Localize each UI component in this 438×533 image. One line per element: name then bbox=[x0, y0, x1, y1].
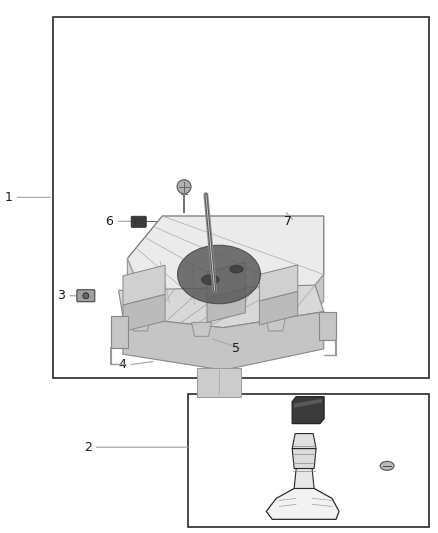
Polygon shape bbox=[292, 433, 316, 449]
Text: 4: 4 bbox=[119, 358, 127, 372]
Polygon shape bbox=[292, 397, 324, 424]
Polygon shape bbox=[294, 469, 314, 488]
Polygon shape bbox=[294, 399, 322, 408]
FancyBboxPatch shape bbox=[131, 216, 146, 227]
Text: 7: 7 bbox=[285, 215, 293, 228]
Polygon shape bbox=[127, 259, 145, 328]
Bar bbox=[53, 17, 428, 378]
Polygon shape bbox=[127, 216, 324, 312]
Text: 5: 5 bbox=[232, 342, 240, 356]
Polygon shape bbox=[123, 294, 165, 332]
Polygon shape bbox=[319, 312, 336, 340]
Polygon shape bbox=[131, 317, 150, 331]
Ellipse shape bbox=[201, 275, 219, 285]
Polygon shape bbox=[123, 265, 165, 305]
Text: 6: 6 bbox=[106, 215, 113, 228]
Text: 1: 1 bbox=[5, 191, 13, 204]
Polygon shape bbox=[207, 262, 245, 298]
Polygon shape bbox=[259, 292, 298, 325]
Polygon shape bbox=[191, 322, 212, 336]
Polygon shape bbox=[197, 368, 241, 397]
Text: 2: 2 bbox=[84, 441, 92, 454]
Circle shape bbox=[83, 293, 89, 298]
Polygon shape bbox=[119, 285, 324, 328]
Ellipse shape bbox=[177, 245, 261, 304]
Bar bbox=[188, 394, 428, 527]
Polygon shape bbox=[266, 317, 286, 331]
Ellipse shape bbox=[230, 265, 243, 273]
Text: 3: 3 bbox=[57, 289, 65, 302]
Polygon shape bbox=[293, 274, 324, 338]
Polygon shape bbox=[111, 316, 128, 348]
Polygon shape bbox=[259, 265, 298, 301]
FancyBboxPatch shape bbox=[77, 290, 95, 302]
Circle shape bbox=[177, 180, 191, 193]
Polygon shape bbox=[123, 312, 324, 370]
Polygon shape bbox=[266, 488, 339, 519]
Polygon shape bbox=[145, 301, 293, 338]
Polygon shape bbox=[292, 449, 316, 469]
Polygon shape bbox=[207, 289, 245, 322]
Ellipse shape bbox=[380, 462, 394, 470]
